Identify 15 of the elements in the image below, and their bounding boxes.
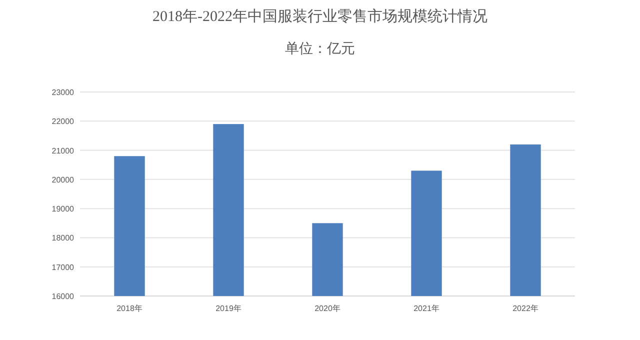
y-tick-label: 23000: [52, 88, 75, 97]
x-tick-label: 2020年: [314, 304, 340, 313]
x-tick-label: 2019年: [216, 304, 242, 313]
y-tick-label: 19000: [52, 204, 75, 214]
x-tick-label: 2018年: [116, 304, 142, 313]
chart-subtitle: 单位：亿元: [285, 41, 355, 57]
y-tick-label: 18000: [52, 234, 75, 243]
y-tick-label: 17000: [52, 262, 75, 272]
chart-title: 2018年-2022年中国服装行业零售市场规模统计情况: [152, 8, 488, 25]
x-tick-label: 2022年: [512, 304, 538, 313]
y-tick-label: 16000: [52, 292, 75, 301]
y-tick-label: 20000: [52, 175, 75, 184]
y-tick-label: 22000: [52, 117, 75, 126]
x-tick-label: 2021年: [414, 304, 440, 313]
y-tick-label: 21000: [52, 146, 75, 156]
